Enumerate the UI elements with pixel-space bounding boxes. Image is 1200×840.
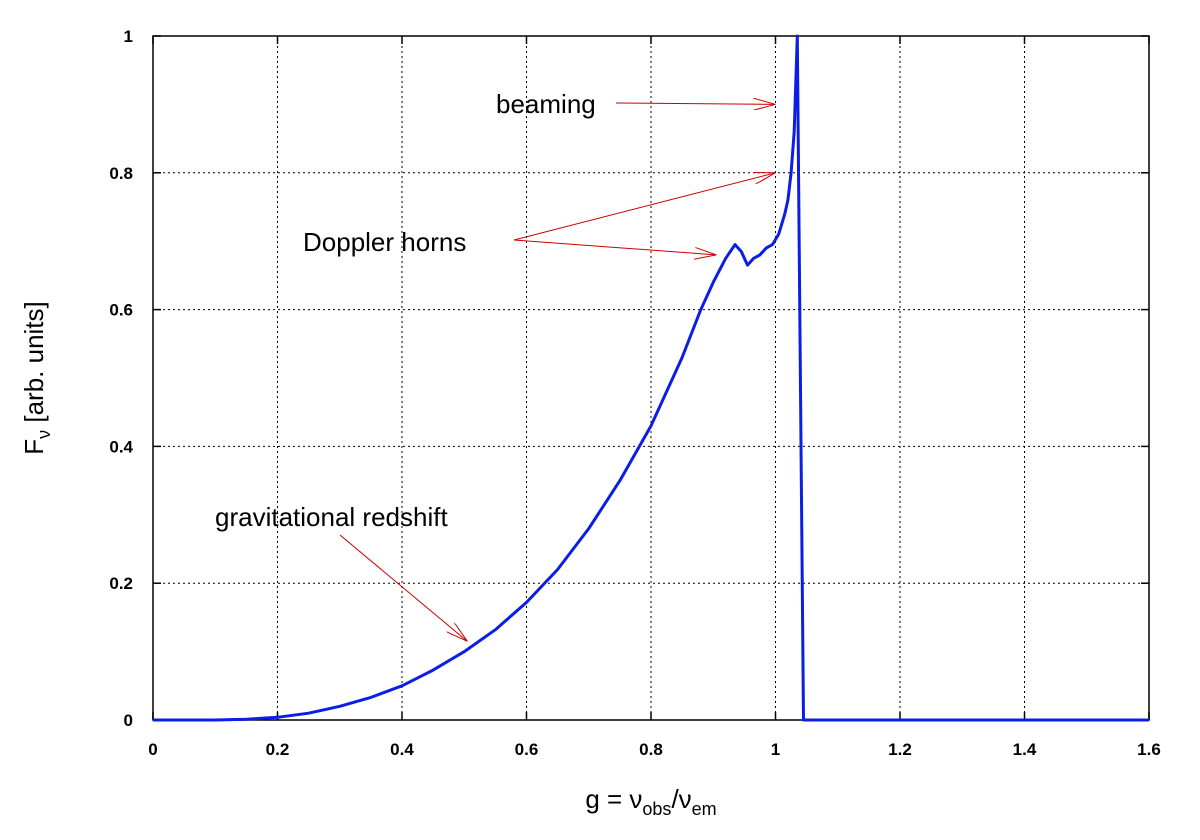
- x-tick-labels: 0 0.2 0.4 0.6 0.8 1 1.2 1.4 1.6: [148, 740, 1161, 759]
- series-line: [153, 34, 1149, 722]
- x-tick-label: 0.4: [390, 740, 414, 759]
- annotation-arrow-beaming: [615, 103, 776, 104]
- x-tick-label: 0: [148, 740, 157, 759]
- x-tick-label: 0.6: [515, 740, 539, 759]
- annotation-gravitational-redshift: gravitational redshift: [215, 502, 448, 532]
- annotation-arrow-doppler-lower: [513, 239, 716, 255]
- y-tick-labels: 0 0.2 0.4 0.6 0.8 1: [109, 27, 133, 730]
- x-tick-label: 0.8: [639, 740, 663, 759]
- annotation-doppler-horns: Doppler horns: [303, 227, 466, 257]
- annotation-beaming: beaming: [496, 89, 596, 119]
- x-axis-label: g = νobs/νem: [585, 784, 716, 819]
- x-tick-label: 1.2: [888, 740, 912, 759]
- grid: [153, 36, 1149, 720]
- x-tick-label: 0.2: [266, 740, 290, 759]
- x-tick-label: 1.6: [1137, 740, 1161, 759]
- y-tick-label: 0.6: [109, 301, 133, 320]
- y-axis-label: Fν [arb. units]: [19, 301, 54, 455]
- y-tick-label: 0.2: [109, 574, 133, 593]
- y-tick-label: 1: [124, 27, 133, 46]
- annotations: beaming Doppler horns gravitational reds…: [215, 89, 776, 641]
- y-tick-label: 0: [124, 711, 133, 730]
- x-tick-label: 1: [771, 740, 780, 759]
- y-tick-label: 0.4: [109, 437, 133, 456]
- annotation-arrow-doppler-upper: [513, 173, 776, 241]
- y-tick-label: 0.8: [109, 164, 133, 183]
- x-tick-label: 1.4: [1013, 740, 1037, 759]
- annotation-arrow-redshift: [339, 534, 467, 641]
